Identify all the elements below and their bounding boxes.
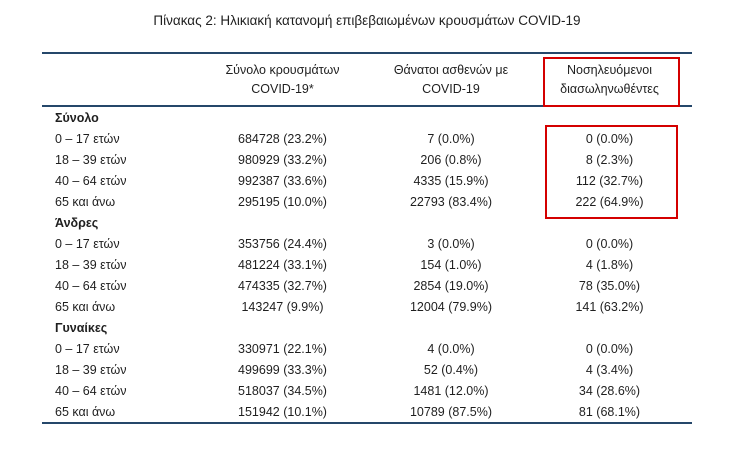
deaths-value: 3 (0.0%)	[427, 236, 475, 251]
table-title: Πίνακας 2: Ηλικιακή κατανομή επιβεβαιωμέ…	[153, 13, 581, 28]
intubated-value: 81 (68.1%)	[578, 404, 641, 419]
age-group-label: 0 – 17 ετών	[55, 131, 120, 146]
section-header-men: Άνδρες	[42, 212, 692, 233]
age-group-label: 65 και άνω	[55, 194, 116, 209]
deaths-value: 7 (0.0%)	[427, 131, 475, 146]
covid-age-table: Σύνολο κρουσμάτων COVID-19* Θάνατοι ασθε…	[42, 52, 692, 424]
intubated-value: 112 (32.7%)	[575, 173, 644, 188]
cases-value: 474335 (32.7%)	[238, 278, 327, 293]
intubated-value: 0 (0.0%)	[585, 341, 634, 356]
section-header-total: Σύνολο	[42, 107, 692, 128]
intubated-value: 0 (0.0%)	[585, 131, 634, 146]
age-group-label: 0 – 17 ετών	[55, 236, 120, 251]
deaths-value: 52 (0.4%)	[423, 362, 479, 377]
intubated-value: 78 (35.0%)	[578, 278, 641, 293]
table-row: 65 και άνω 151942 (10.1%) 10789 (87.5%) …	[42, 401, 692, 422]
cases-value: 295195 (10.0%)	[238, 194, 327, 209]
deaths-value: 4 (0.0%)	[427, 341, 475, 356]
cases-value: 499699 (33.3%)	[238, 362, 327, 377]
age-group-label: 18 – 39 ετών	[55, 362, 127, 377]
table-row: 40 – 64 ετών 992387 (33.6%) 4335 (15.9%)…	[42, 170, 692, 191]
cases-value: 353756 (24.4%)	[238, 236, 327, 251]
cases-value: 980929 (33.2%)	[238, 152, 327, 167]
section-label: Σύνολο	[55, 110, 99, 125]
table-row: 0 – 17 ετών 353756 (24.4%) 3 (0.0%) 0 (0…	[42, 233, 692, 254]
column-header-line: COVID-19	[422, 82, 480, 96]
deaths-value: 154 (1.0%)	[420, 257, 482, 272]
deaths-value: 1481 (12.0%)	[413, 383, 489, 398]
deaths-value: 2854 (19.0%)	[413, 278, 489, 293]
column-header-line: Νοσηλευόμενοι	[566, 63, 652, 77]
table-row: 65 και άνω 295195 (10.0%) 22793 (83.4%) …	[42, 191, 692, 212]
cases-value: 481224 (33.1%)	[238, 257, 327, 272]
column-header-line: διασωληνωθέντες	[560, 82, 659, 96]
deaths-value: 22793 (83.4%)	[409, 194, 492, 209]
table-row: 0 – 17 ετών 330971 (22.1%) 4 (0.0%) 0 (0…	[42, 338, 692, 359]
intubated-value: 4 (3.4%)	[585, 362, 634, 377]
table-row: 18 – 39 ετών 980929 (33.2%) 206 (0.8%) 8…	[42, 149, 692, 170]
age-group-label: 40 – 64 ετών	[55, 383, 127, 398]
table-row: 40 – 64 ετών 518037 (34.5%) 1481 (12.0%)…	[42, 380, 692, 401]
table-row: 65 και άνω 143247 (9.9%) 12004 (79.9%) 1…	[42, 296, 692, 317]
intubated-value: 0 (0.0%)	[585, 236, 634, 251]
age-group-label: 18 – 39 ετών	[55, 257, 127, 272]
column-header-total-cases: Σύνολο κρουσμάτων COVID-19*	[190, 61, 375, 99]
age-group-label: 65 και άνω	[55, 404, 116, 419]
header-empty-cell	[42, 61, 190, 99]
section-label: Άνδρες	[55, 215, 99, 230]
age-group-label: 0 – 17 ετών	[55, 341, 120, 356]
age-group-label: 18 – 39 ετών	[55, 152, 127, 167]
cases-value: 151942 (10.1%)	[238, 404, 327, 419]
intubated-value: 8 (2.3%)	[585, 152, 634, 167]
cases-value: 684728 (23.2%)	[238, 131, 327, 146]
deaths-value: 206 (0.8%)	[420, 152, 482, 167]
section-header-women: Γυναίκες	[42, 317, 692, 338]
cases-value: 518037 (34.5%)	[238, 383, 327, 398]
table-row: 0 – 17 ετών 684728 (23.2%) 7 (0.0%) 0 (0…	[42, 128, 692, 149]
column-header-intubated: Νοσηλευόμενοι διασωληνωθέντες	[527, 61, 692, 99]
table-header-row: Σύνολο κρουσμάτων COVID-19* Θάνατοι ασθε…	[42, 54, 692, 107]
section-label: Γυναίκες	[55, 320, 108, 335]
age-group-label: 40 – 64 ετών	[55, 173, 127, 188]
age-group-label: 40 – 64 ετών	[55, 278, 127, 293]
cases-value: 330971 (22.1%)	[238, 341, 327, 356]
cases-value: 143247 (9.9%)	[241, 299, 324, 314]
cases-value: 992387 (33.6%)	[238, 173, 327, 188]
column-header-deaths: Θάνατοι ασθενών με COVID-19	[375, 61, 527, 99]
intubated-value: 222 (64.9%)	[575, 194, 644, 209]
age-group-label: 65 και άνω	[55, 299, 116, 314]
intubated-value: 141 (63.2%)	[575, 299, 644, 314]
column-header-line: COVID-19*	[251, 82, 314, 96]
deaths-value: 4335 (15.9%)	[413, 173, 489, 188]
intubated-value: 34 (28.6%)	[578, 383, 641, 398]
table-row: 18 – 39 ετών 481224 (33.1%) 154 (1.0%) 4…	[42, 254, 692, 275]
column-header-line: Σύνολο κρουσμάτων	[225, 63, 340, 77]
column-header-line: Θάνατοι ασθενών με	[393, 63, 509, 77]
deaths-value: 10789 (87.5%)	[409, 404, 492, 419]
intubated-value: 4 (1.8%)	[585, 257, 634, 272]
table-row: 18 – 39 ετών 499699 (33.3%) 52 (0.4%) 4 …	[42, 359, 692, 380]
table-row: 40 – 64 ετών 474335 (32.7%) 2854 (19.0%)…	[42, 275, 692, 296]
deaths-value: 12004 (79.9%)	[409, 299, 492, 314]
